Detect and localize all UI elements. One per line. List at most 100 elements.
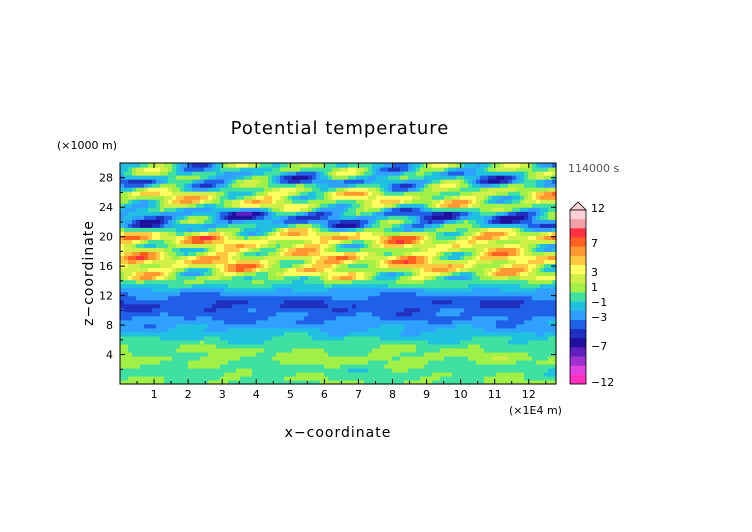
heatmap-cell <box>124 251 129 257</box>
heatmap-cell <box>176 203 181 208</box>
heatmap-cell <box>184 283 189 289</box>
heatmap-cell <box>444 347 449 353</box>
heatmap-cell <box>168 331 173 337</box>
heatmap-cell <box>152 303 157 309</box>
heatmap-cell <box>376 247 381 252</box>
heatmap-cell <box>264 207 269 212</box>
heatmap-cell <box>136 207 141 212</box>
heatmap-cell <box>388 359 393 365</box>
heatmap-cell <box>248 355 253 361</box>
heatmap-cell <box>520 291 525 297</box>
heatmap-cell <box>492 271 497 277</box>
heatmap-cell <box>412 251 417 257</box>
heatmap-cell <box>228 199 233 204</box>
heatmap-cell <box>396 303 401 309</box>
heatmap-cell <box>536 231 541 236</box>
heatmap-cell <box>504 275 509 281</box>
heatmap-cell <box>276 299 281 305</box>
heatmap-cell <box>336 199 341 204</box>
heatmap-cell <box>424 211 429 216</box>
heatmap-cell <box>184 287 189 293</box>
heatmap-cell <box>500 351 505 357</box>
heatmap-cell <box>500 323 505 329</box>
heatmap-cell <box>464 303 469 309</box>
heatmap-cell <box>140 303 145 309</box>
heatmap-cell <box>396 343 401 349</box>
heatmap-cell <box>152 223 157 228</box>
heatmap-cell <box>244 331 249 337</box>
heatmap-cell <box>292 371 297 377</box>
heatmap-cell <box>296 215 301 220</box>
heatmap-cell <box>388 327 393 333</box>
heatmap-cell <box>284 347 289 353</box>
heatmap-cell <box>200 343 205 349</box>
heatmap-cell <box>308 335 313 341</box>
heatmap-cell <box>512 231 517 236</box>
heatmap-cell <box>420 311 425 317</box>
heatmap-cell <box>192 307 197 313</box>
heatmap-cell <box>268 199 273 204</box>
heatmap-cell <box>276 207 281 212</box>
heatmap-cell <box>396 323 401 329</box>
heatmap-cell <box>404 291 409 297</box>
heatmap-cell <box>432 279 437 285</box>
heatmap-cell <box>532 251 537 257</box>
heatmap-cell <box>296 351 301 357</box>
heatmap-cell <box>208 211 213 216</box>
heatmap-cell <box>432 327 437 333</box>
heatmap-cell <box>416 223 421 228</box>
heatmap-cell <box>412 199 417 204</box>
heatmap-cell <box>500 243 505 248</box>
heatmap-cell <box>508 319 513 325</box>
heatmap-cell <box>136 211 141 216</box>
heatmap-cell <box>348 335 353 341</box>
heatmap-cell <box>200 295 205 301</box>
heatmap-cell <box>304 239 309 244</box>
heatmap-cell <box>296 339 301 345</box>
heatmap-cell <box>204 275 209 281</box>
heatmap-cell <box>236 295 241 301</box>
heatmap-cell <box>320 287 325 293</box>
heatmap-cell <box>228 367 233 373</box>
heatmap-cell <box>140 263 145 269</box>
heatmap-cell <box>140 287 145 293</box>
heatmap-cell <box>544 319 549 325</box>
heatmap-cell <box>324 203 329 208</box>
heatmap-cell <box>544 335 549 341</box>
heatmap-cell <box>548 303 553 309</box>
heatmap-cell <box>548 263 553 269</box>
heatmap-cell <box>196 359 201 365</box>
heatmap-cell <box>392 271 397 277</box>
heatmap-cell <box>252 263 257 269</box>
heatmap-cell <box>268 363 273 369</box>
heatmap-cell <box>204 319 209 325</box>
heatmap-cell <box>436 263 441 269</box>
heatmap-cell <box>168 335 173 341</box>
heatmap-cell <box>324 219 329 224</box>
heatmap-cell <box>532 267 537 273</box>
heatmap-cell <box>544 343 549 349</box>
heatmap-cell <box>508 275 513 281</box>
heatmap-cell <box>180 231 185 236</box>
heatmap-cell <box>380 271 385 277</box>
heatmap-cell <box>140 211 145 216</box>
heatmap-cell <box>300 327 305 333</box>
heatmap-cell <box>500 315 505 321</box>
heatmap-cell <box>220 267 225 273</box>
heatmap-cell <box>124 231 129 236</box>
heatmap-cell <box>384 339 389 345</box>
heatmap-cell <box>524 255 529 261</box>
heatmap-cell <box>288 239 293 244</box>
heatmap-cell <box>212 371 217 377</box>
heatmap-cell <box>168 215 173 220</box>
heatmap-cell <box>516 223 521 228</box>
heatmap-cell <box>216 203 221 208</box>
heatmap-cell <box>256 295 261 301</box>
heatmap-cell <box>480 359 485 365</box>
heatmap-cell <box>516 299 521 305</box>
heatmap-cell <box>400 379 405 385</box>
heatmap-cell <box>156 379 161 385</box>
heatmap-cell <box>524 315 529 321</box>
heatmap-cell <box>448 355 453 361</box>
heatmap-cell <box>312 287 317 293</box>
